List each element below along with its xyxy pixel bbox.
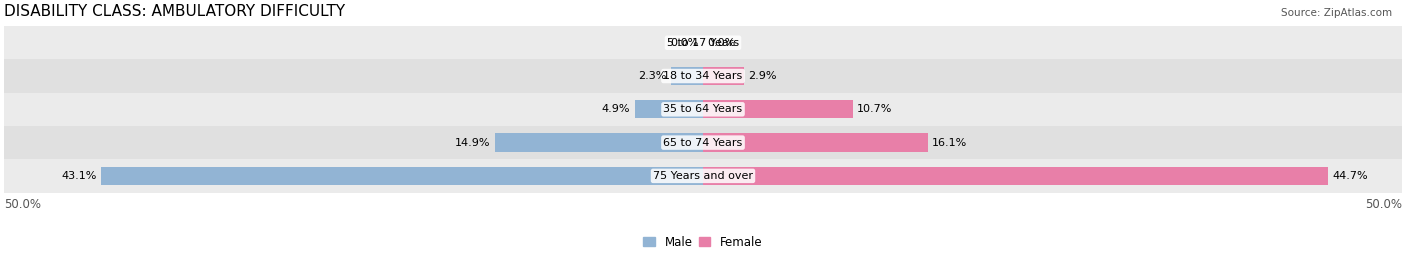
Bar [4,126,1402,159]
Bar [101,167,703,185]
Bar [703,133,928,152]
Text: DISABILITY CLASS: AMBULATORY DIFFICULTY: DISABILITY CLASS: AMBULATORY DIFFICULTY [4,5,346,20]
Bar [703,100,852,118]
Bar [4,59,1402,93]
Text: 10.7%: 10.7% [856,104,893,114]
Bar [634,100,703,118]
Text: Source: ZipAtlas.com: Source: ZipAtlas.com [1281,8,1392,18]
Bar [703,67,744,85]
Text: 44.7%: 44.7% [1331,171,1368,181]
Legend: Male, Female: Male, Female [638,231,768,253]
Bar [703,167,1327,185]
Text: 0.0%: 0.0% [707,38,735,48]
Text: 65 to 74 Years: 65 to 74 Years [664,137,742,148]
Text: 14.9%: 14.9% [456,137,491,148]
Text: 50.0%: 50.0% [1365,198,1402,210]
Text: 18 to 34 Years: 18 to 34 Years [664,71,742,81]
Bar [4,93,1402,126]
Bar [671,67,703,85]
Text: 0.0%: 0.0% [671,38,699,48]
Text: 75 Years and over: 75 Years and over [652,171,754,181]
Bar [4,159,1402,192]
Text: 16.1%: 16.1% [932,137,967,148]
Text: 5 to 17 Years: 5 to 17 Years [666,38,740,48]
Text: 2.3%: 2.3% [638,71,666,81]
Text: 50.0%: 50.0% [4,198,41,210]
Text: 43.1%: 43.1% [60,171,97,181]
Text: 35 to 64 Years: 35 to 64 Years [664,104,742,114]
Text: 2.9%: 2.9% [748,71,776,81]
Text: 4.9%: 4.9% [602,104,630,114]
Bar [495,133,703,152]
Bar [4,26,1402,59]
